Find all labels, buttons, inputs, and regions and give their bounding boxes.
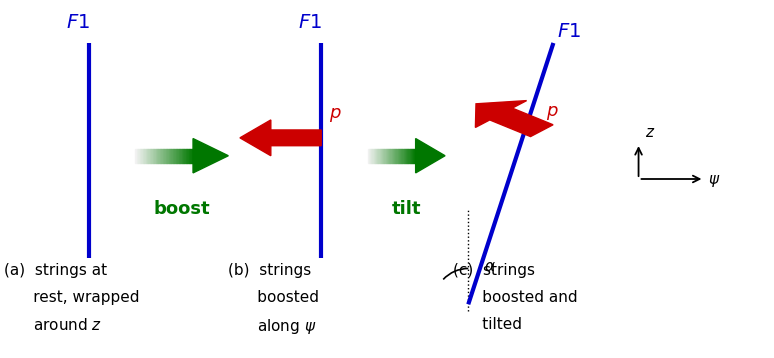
Polygon shape — [176, 149, 177, 163]
Polygon shape — [142, 149, 144, 163]
Polygon shape — [166, 149, 167, 163]
Polygon shape — [378, 149, 379, 163]
Polygon shape — [160, 149, 161, 163]
Polygon shape — [400, 149, 401, 163]
Polygon shape — [412, 149, 413, 163]
Polygon shape — [183, 149, 184, 163]
Polygon shape — [161, 149, 163, 163]
Text: boosted and: boosted and — [453, 290, 577, 305]
Polygon shape — [382, 149, 383, 163]
Polygon shape — [388, 149, 389, 163]
Polygon shape — [383, 149, 385, 163]
Text: tilted: tilted — [453, 317, 522, 332]
Text: $F1$: $F1$ — [66, 13, 90, 32]
Polygon shape — [182, 149, 183, 163]
Polygon shape — [240, 120, 321, 156]
Text: $\psi$: $\psi$ — [708, 173, 721, 189]
Polygon shape — [190, 149, 192, 163]
Polygon shape — [413, 149, 414, 163]
Text: $p$: $p$ — [329, 106, 341, 124]
Polygon shape — [187, 149, 189, 163]
Polygon shape — [137, 149, 139, 163]
Polygon shape — [409, 149, 411, 163]
Polygon shape — [179, 149, 180, 163]
Polygon shape — [396, 149, 398, 163]
Polygon shape — [377, 149, 378, 163]
Polygon shape — [156, 149, 157, 163]
Polygon shape — [405, 149, 406, 163]
Text: (a)  strings at: (a) strings at — [4, 263, 107, 278]
Polygon shape — [189, 149, 190, 163]
Polygon shape — [154, 149, 156, 163]
Polygon shape — [184, 149, 186, 163]
Polygon shape — [385, 149, 387, 163]
Polygon shape — [135, 149, 137, 163]
Polygon shape — [177, 149, 179, 163]
Polygon shape — [372, 149, 374, 163]
Polygon shape — [393, 149, 394, 163]
Polygon shape — [167, 149, 169, 163]
Polygon shape — [147, 149, 149, 163]
Polygon shape — [193, 139, 228, 173]
Polygon shape — [399, 149, 400, 163]
Polygon shape — [192, 149, 193, 163]
Polygon shape — [387, 149, 388, 163]
Polygon shape — [416, 139, 445, 173]
Polygon shape — [381, 149, 382, 163]
Polygon shape — [164, 149, 166, 163]
Polygon shape — [374, 149, 375, 163]
Polygon shape — [140, 149, 141, 163]
Polygon shape — [376, 149, 377, 163]
Polygon shape — [157, 149, 159, 163]
Text: boosted: boosted — [228, 290, 320, 305]
Polygon shape — [390, 149, 392, 163]
Polygon shape — [398, 149, 399, 163]
Polygon shape — [186, 149, 187, 163]
Polygon shape — [369, 149, 370, 163]
Polygon shape — [394, 149, 396, 163]
Polygon shape — [144, 149, 146, 163]
Text: $F1$: $F1$ — [298, 13, 322, 32]
Polygon shape — [404, 149, 405, 163]
Polygon shape — [389, 149, 390, 163]
Polygon shape — [414, 149, 416, 163]
Polygon shape — [169, 149, 170, 163]
Polygon shape — [406, 149, 407, 163]
Text: rest, wrapped: rest, wrapped — [4, 290, 139, 305]
Polygon shape — [401, 149, 402, 163]
Polygon shape — [151, 149, 152, 163]
Text: (b)  strings: (b) strings — [228, 263, 312, 278]
Text: $F1$: $F1$ — [557, 22, 581, 41]
Polygon shape — [173, 149, 174, 163]
Text: along $\psi$: along $\psi$ — [228, 317, 317, 336]
Polygon shape — [150, 149, 151, 163]
Polygon shape — [368, 149, 369, 163]
Polygon shape — [139, 149, 140, 163]
Polygon shape — [375, 149, 376, 163]
Polygon shape — [159, 149, 160, 163]
Polygon shape — [180, 149, 182, 163]
Polygon shape — [392, 149, 393, 163]
Polygon shape — [170, 149, 172, 163]
Polygon shape — [475, 101, 553, 136]
Text: tilt: tilt — [392, 200, 421, 218]
Text: $\alpha$: $\alpha$ — [484, 259, 495, 274]
Polygon shape — [163, 149, 164, 163]
Polygon shape — [146, 149, 147, 163]
Text: $z$: $z$ — [645, 125, 655, 140]
Text: around $z$: around $z$ — [4, 317, 102, 333]
Polygon shape — [370, 149, 372, 163]
Polygon shape — [379, 149, 381, 163]
Polygon shape — [407, 149, 409, 163]
Text: $p$: $p$ — [546, 104, 558, 122]
Polygon shape — [152, 149, 154, 163]
Polygon shape — [141, 149, 142, 163]
Polygon shape — [411, 149, 412, 163]
Polygon shape — [149, 149, 150, 163]
Polygon shape — [402, 149, 404, 163]
Polygon shape — [171, 149, 173, 163]
Text: boost: boost — [153, 200, 211, 218]
Text: (c)  strings: (c) strings — [453, 263, 535, 278]
Polygon shape — [174, 149, 176, 163]
